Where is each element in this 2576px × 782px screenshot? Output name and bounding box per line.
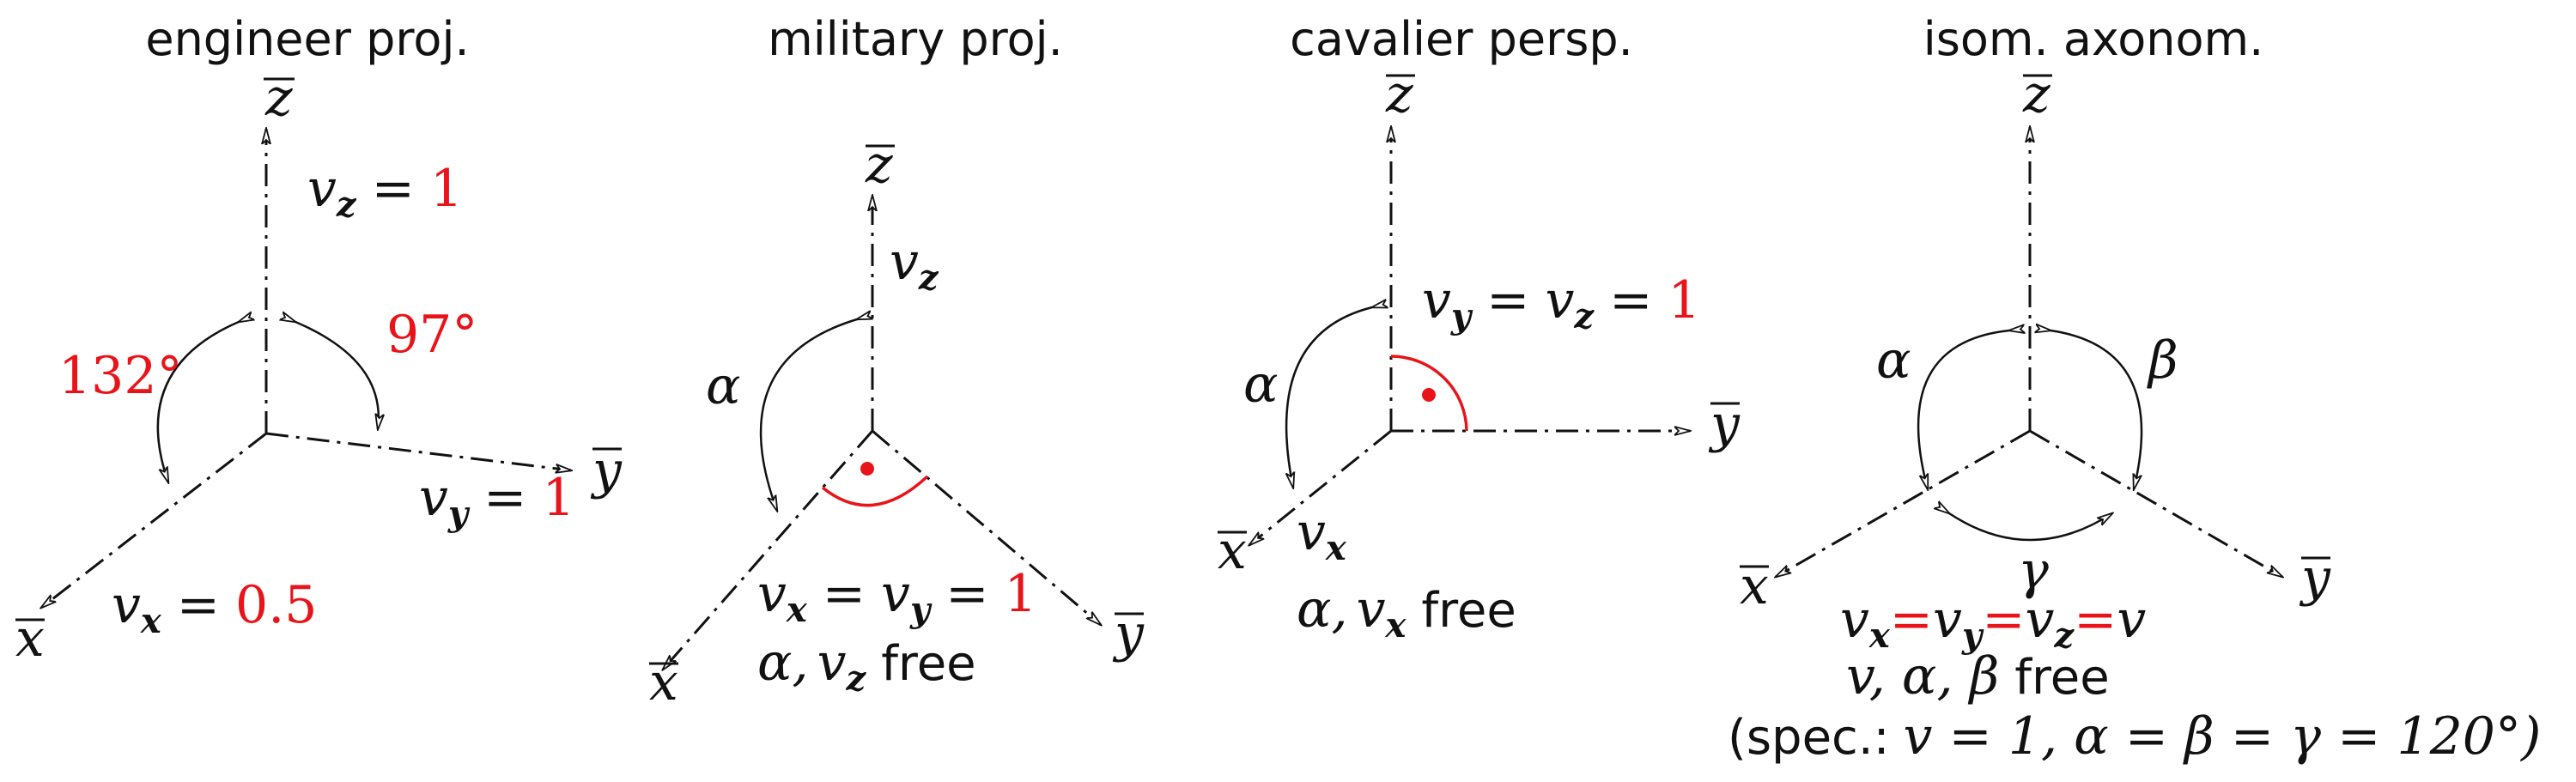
axis-x-label: x <box>1740 556 1769 616</box>
angle-arc-beta <box>2050 330 2143 489</box>
angle-arc-alpha <box>759 319 857 511</box>
panel-title: isom. axonom. <box>1923 12 2264 66</box>
axis-y-line <box>265 432 571 470</box>
axis-z-label: z <box>865 135 893 195</box>
vz-equation: vz = 1 <box>307 159 463 225</box>
axis-z-label: z <box>1385 64 1413 124</box>
alpha-label: α <box>1243 355 1279 415</box>
axis-y-label: y <box>590 440 623 500</box>
right-angle-arc <box>821 475 929 507</box>
free-params: α, vz free <box>757 633 976 699</box>
vz-label: vz <box>890 232 939 298</box>
gamma-label: γ <box>2018 541 2049 601</box>
axis-y-label: y <box>1708 394 1741 454</box>
axis-y-line <box>2029 429 2282 577</box>
special-case: (spec.: v = 1, α = β = γ = 120°) <box>1728 706 2541 767</box>
angle-right-label: 97° <box>386 305 477 365</box>
vxvy-equation: vx = vy = 1 <box>757 564 1037 630</box>
right-angle-dot <box>1422 388 1436 402</box>
vx-label: vx <box>1297 502 1347 568</box>
equal-velocity-equation: vx=vy=vz=v <box>1840 590 2146 656</box>
axis-x-line <box>41 432 267 608</box>
panel-title: military proj. <box>768 12 1063 66</box>
angle-left-label: 132° <box>58 346 183 406</box>
vy-equation: vy = 1 <box>419 468 575 534</box>
right-angle-dot <box>860 462 874 476</box>
angle-arc-right <box>295 322 379 429</box>
panel-cavalier: cavalier persp. z y x α vx vy = vz = 1 α, vx f… <box>1218 12 1741 646</box>
axis-x-line <box>1776 429 2031 577</box>
panel-military: military proj. z y x α vz vx = vy = 1 α, vz fr… <box>649 12 1145 712</box>
panel-title: cavalier persp. <box>1290 12 1633 66</box>
axis-z-label: z <box>2022 64 2050 124</box>
beta-label: β <box>2147 330 2178 391</box>
free-params: v, α, β free <box>1846 646 2110 706</box>
alpha-label: α <box>1876 330 1911 391</box>
axis-x-label: x <box>15 609 45 669</box>
axis-z-label: z <box>264 68 293 128</box>
angle-arc-alpha <box>1286 307 1372 488</box>
right-angle-arc <box>1390 355 1468 432</box>
panel-isometric: isom. axonom. z y x α β γ vx=vy=vz=v v, … <box>1728 12 2541 767</box>
vx-equation: vx = 0.5 <box>112 575 317 641</box>
axis-y-label: y <box>2299 548 2331 608</box>
axis-y-line <box>872 429 1101 625</box>
panel-title: engineer proj. <box>145 12 469 66</box>
axis-x-label: x <box>1218 521 1247 581</box>
angle-arc-left <box>156 322 239 482</box>
vyvz-equation: vy = vz = 1 <box>1422 270 1701 336</box>
axis-y-label: y <box>1112 603 1145 664</box>
free-params: α, vx free <box>1297 579 1516 646</box>
angle-arc-alpha <box>1917 330 2009 489</box>
axis-x-label: x <box>649 652 678 712</box>
angle-arc-gamma <box>1949 513 2112 542</box>
alpha-label: α <box>706 356 741 416</box>
panel-engineer: engineer proj. z y x 132° 97° vz = 1 vy = 1 … <box>15 12 623 669</box>
